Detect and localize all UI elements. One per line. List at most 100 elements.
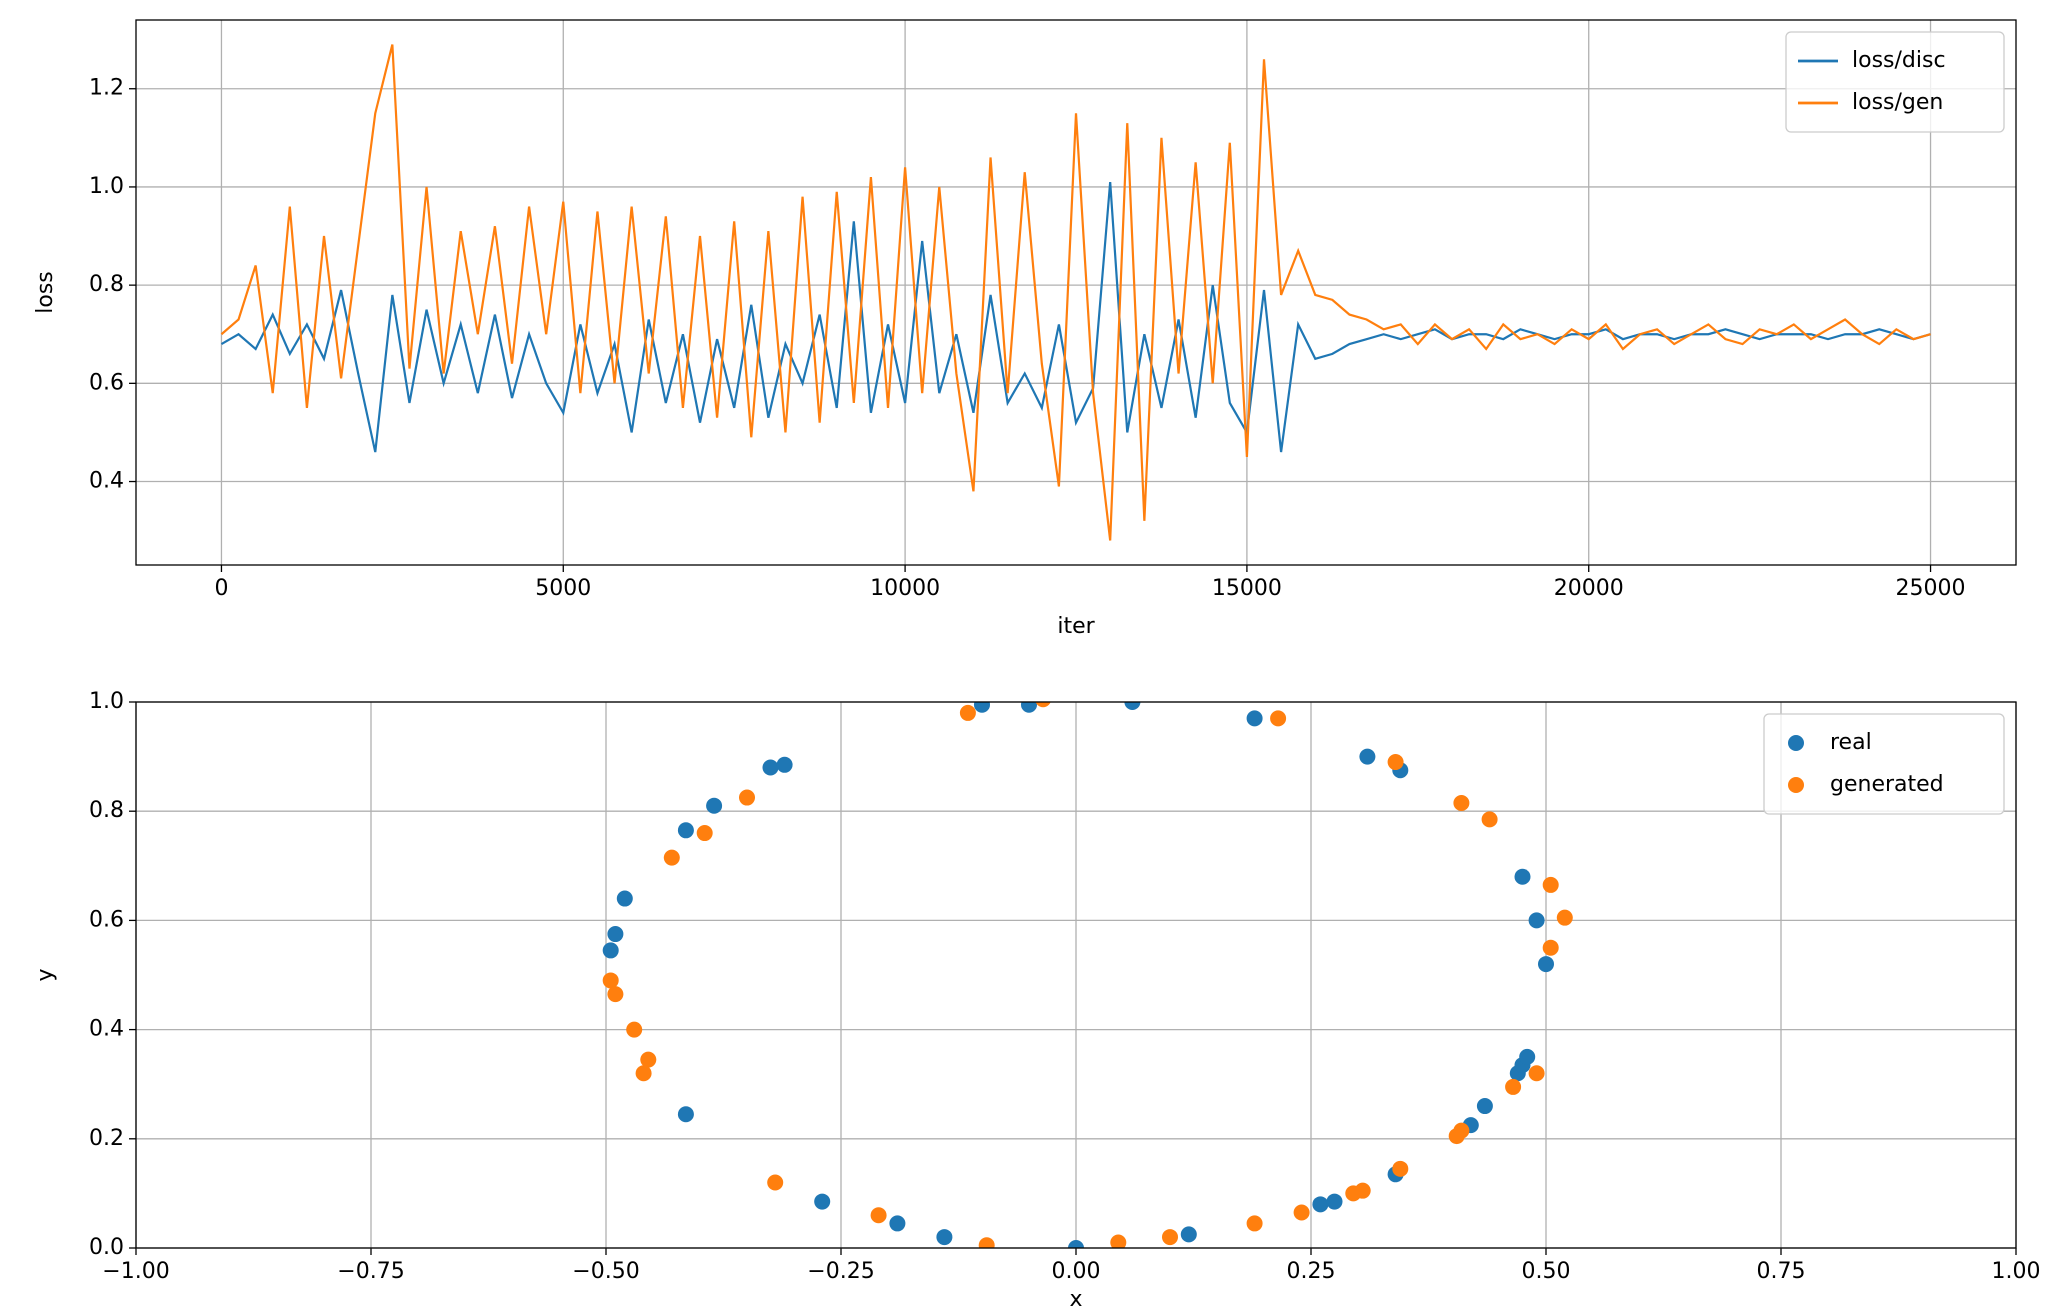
scatter-point xyxy=(1542,876,1559,893)
legend-swatch xyxy=(1788,735,1804,751)
scatter-point xyxy=(607,986,624,1003)
y-tick-label: 0.6 xyxy=(89,907,124,932)
x-axis-label: iter xyxy=(1057,614,1095,639)
scatter-point xyxy=(635,1065,652,1082)
y-tick-label: 0.0 xyxy=(89,1235,124,1260)
scatter-point xyxy=(1035,702,1051,708)
scatter-point xyxy=(1453,1122,1470,1139)
scatter-point xyxy=(1359,748,1376,765)
scatter-point xyxy=(1246,710,1263,727)
scatter-point xyxy=(1312,1196,1329,1213)
scatter-point xyxy=(1293,1204,1310,1221)
scatter-point xyxy=(706,797,723,814)
legend: loss/disc loss/gen xyxy=(1785,31,2005,133)
y-tick-label: 0.2 xyxy=(89,1126,124,1151)
scatter-point xyxy=(1246,1215,1263,1232)
scatter-point xyxy=(1392,1160,1409,1177)
scatter-point xyxy=(1180,1226,1197,1243)
scatter-point xyxy=(1110,1234,1127,1248)
scatter-point xyxy=(640,1051,657,1068)
x-axis-label: x xyxy=(1069,1287,1082,1310)
legend-box xyxy=(1785,31,2005,133)
scatter-point xyxy=(1556,909,1573,926)
legend-label: loss/disc xyxy=(1852,48,1946,73)
x-tick-label: 20000 xyxy=(1554,576,1624,601)
scatter-point xyxy=(814,1193,831,1210)
chart: 0 5000 10000 15000 20000 25000 0.4 0.6 0.8 1.0 1.2… xyxy=(33,19,2017,639)
scatter-point xyxy=(1519,1048,1536,1065)
scatter-point xyxy=(739,789,755,806)
legend-label: real xyxy=(1830,730,1872,755)
legend-label: loss/gen xyxy=(1852,90,1943,115)
legend-label: generated xyxy=(1830,772,1944,797)
x-tick-label: −0.50 xyxy=(572,1259,639,1284)
scatter-point xyxy=(696,825,713,842)
scatter-point xyxy=(1453,795,1470,812)
scatter-point xyxy=(602,972,619,989)
scatter-point xyxy=(1481,811,1498,828)
scatter-point xyxy=(767,1174,784,1191)
x-tick-label: 1.00 xyxy=(1992,1259,2041,1284)
x-tick-label: 0.75 xyxy=(1757,1259,1806,1284)
plot-area xyxy=(220,44,1931,541)
x-tick-label: 5000 xyxy=(535,576,591,601)
scatter-point xyxy=(1326,1193,1343,1210)
x-tick-label: −0.75 xyxy=(337,1259,404,1284)
scatter-point xyxy=(616,890,633,907)
legend: real generated xyxy=(1763,713,2005,815)
scatter-point xyxy=(1354,1182,1371,1199)
scatter-point xyxy=(1068,1240,1084,1248)
scatter-point xyxy=(870,1207,887,1224)
scatter-point xyxy=(626,1021,643,1038)
scatter-point xyxy=(1505,1078,1522,1095)
scatter-point xyxy=(1542,939,1559,956)
scatter-point xyxy=(936,1229,953,1246)
scatter-point xyxy=(762,759,779,776)
x-tick-label: −1.00 xyxy=(102,1259,169,1284)
line-series xyxy=(220,181,1931,453)
y-tick-label: 1.0 xyxy=(89,174,124,199)
scatter-point xyxy=(1528,912,1545,929)
scatter-point xyxy=(978,1237,995,1248)
y-tick-label: 0.8 xyxy=(89,798,124,823)
x-tick-label: 25000 xyxy=(1896,576,1966,601)
x-tick-label: 0.50 xyxy=(1522,1259,1571,1284)
scatter-point xyxy=(607,926,624,943)
x-tick-label: 0 xyxy=(214,576,228,601)
legend-swatch xyxy=(1788,777,1804,793)
scatter-point xyxy=(959,704,976,721)
scatter-point xyxy=(1021,702,1037,713)
scatter-point xyxy=(889,1215,906,1232)
x-tick-label: −0.25 xyxy=(807,1259,874,1284)
line-series xyxy=(220,44,1931,541)
scatter-point xyxy=(1270,710,1287,727)
y-tick-label: 1.2 xyxy=(89,76,124,101)
y-tick-label: 0.4 xyxy=(89,1017,124,1042)
scatter-point xyxy=(1476,1098,1493,1115)
scatter-point xyxy=(663,849,680,866)
scatter-point xyxy=(974,702,990,713)
scatter-point xyxy=(602,942,619,959)
legend-box xyxy=(1763,713,2005,815)
scatter-point xyxy=(1387,754,1404,771)
chart: −1.00 −0.75 −0.50 −0.25 0.00 0.25 0.50 0.75 1.00… xyxy=(33,689,2040,1310)
axes-frame xyxy=(135,19,2017,566)
axes-frame xyxy=(135,701,2017,1249)
x-tick-label: 0.25 xyxy=(1287,1259,1336,1284)
y-tick-label: 1.0 xyxy=(89,689,124,714)
x-tick-label: 15000 xyxy=(1212,576,1282,601)
scatter-point xyxy=(677,1106,694,1123)
scatter-point xyxy=(1538,956,1554,973)
scatter-point xyxy=(1162,1229,1178,1246)
y-axis-label: y xyxy=(33,968,58,981)
x-tick-label: 0.00 xyxy=(1052,1259,1101,1284)
scatter-point xyxy=(776,756,793,773)
scatter-point xyxy=(1514,868,1531,885)
y-tick-label: 0.6 xyxy=(89,370,124,395)
y-tick-label: 0.8 xyxy=(89,272,124,297)
y-tick-label: 0.4 xyxy=(89,469,124,494)
plot-area xyxy=(602,702,1573,1248)
x-tick-label: 10000 xyxy=(870,576,940,601)
scatter-point xyxy=(1528,1065,1545,1082)
